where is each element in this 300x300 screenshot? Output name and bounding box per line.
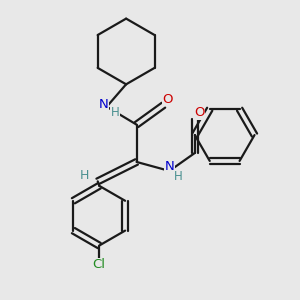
Text: N: N [164,160,174,173]
Text: H: H [80,169,89,182]
Text: H: H [173,170,182,183]
Text: O: O [194,106,205,119]
Text: H: H [111,106,119,119]
Text: O: O [163,93,173,106]
Text: Cl: Cl [93,259,106,272]
Text: N: N [99,98,109,111]
